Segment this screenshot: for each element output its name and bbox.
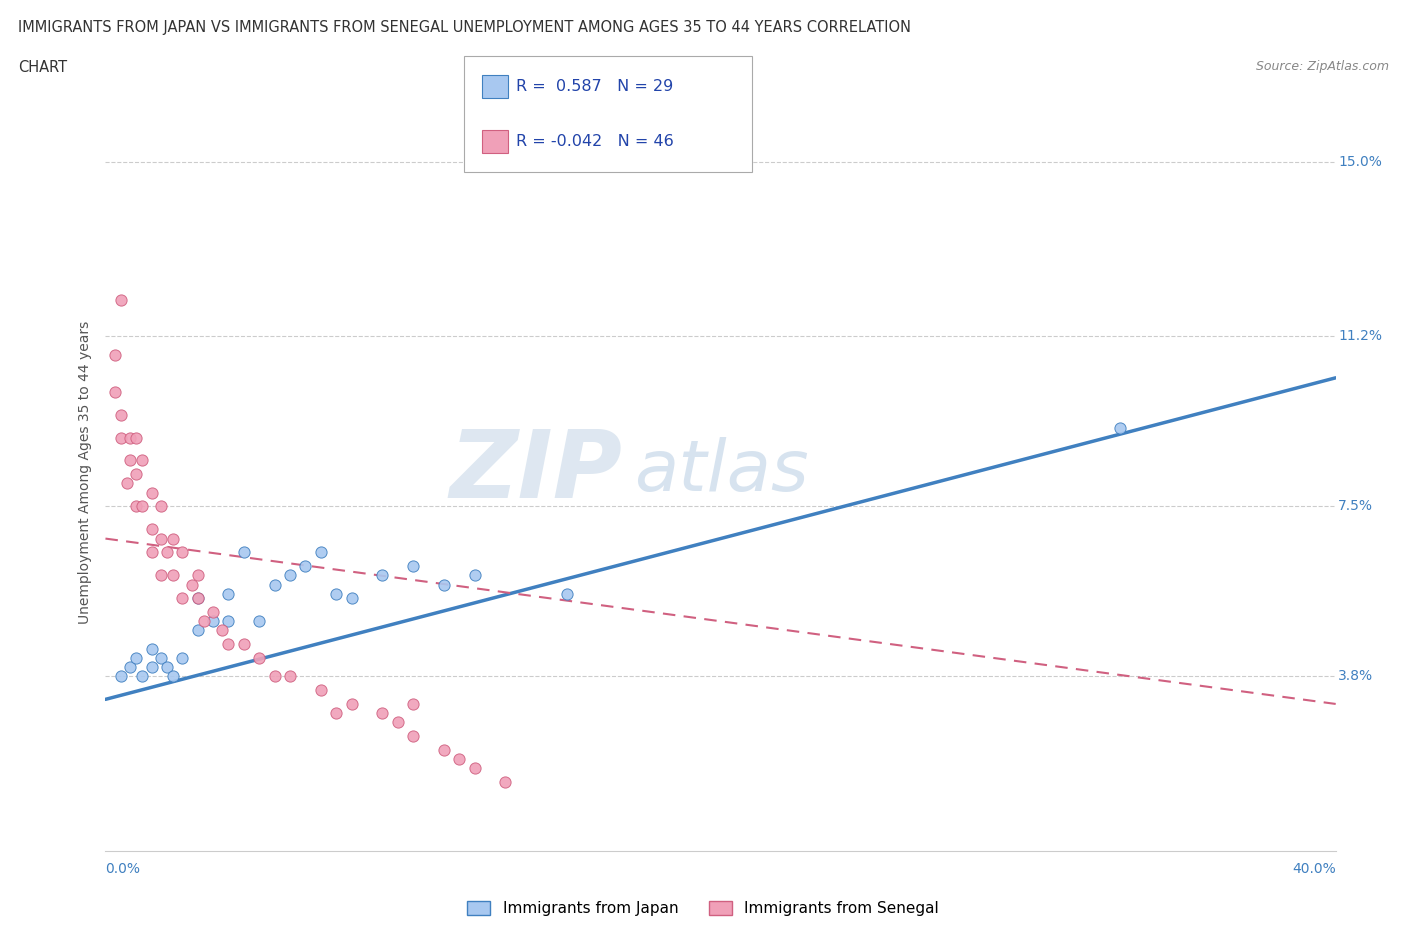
Point xyxy=(125,430,148,445)
Point xyxy=(187,591,209,605)
Point xyxy=(162,669,184,684)
Text: atlas: atlas xyxy=(634,437,808,507)
Point xyxy=(232,545,254,560)
Point xyxy=(294,559,316,574)
Point xyxy=(156,659,179,674)
Point xyxy=(156,545,179,560)
Point xyxy=(371,568,394,583)
Point xyxy=(141,659,163,674)
Point xyxy=(433,742,456,757)
Text: 40.0%: 40.0% xyxy=(1292,862,1336,876)
Legend: Immigrants from Japan, Immigrants from Senegal: Immigrants from Japan, Immigrants from S… xyxy=(461,895,945,923)
Point xyxy=(110,669,132,684)
Point xyxy=(340,591,363,605)
Point xyxy=(325,706,347,721)
Point xyxy=(187,623,209,638)
Point xyxy=(309,683,332,698)
Point xyxy=(141,545,163,560)
Y-axis label: Unemployment Among Ages 35 to 44 years: Unemployment Among Ages 35 to 44 years xyxy=(77,320,91,624)
Point xyxy=(202,604,225,619)
Point xyxy=(110,407,132,422)
Text: R = -0.042   N = 46: R = -0.042 N = 46 xyxy=(516,134,673,149)
Point xyxy=(120,430,141,445)
Point xyxy=(180,578,202,592)
Point xyxy=(263,669,285,684)
Point xyxy=(131,499,153,514)
Point xyxy=(218,614,240,629)
Point xyxy=(387,715,409,730)
Text: IMMIGRANTS FROM JAPAN VS IMMIGRANTS FROM SENEGAL UNEMPLOYMENT AMONG AGES 35 TO 4: IMMIGRANTS FROM JAPAN VS IMMIGRANTS FROM… xyxy=(18,20,911,35)
Text: 3.8%: 3.8% xyxy=(1339,670,1374,684)
Text: CHART: CHART xyxy=(18,60,67,75)
Text: R =  0.587   N = 29: R = 0.587 N = 29 xyxy=(516,79,673,94)
Point xyxy=(464,568,486,583)
Point xyxy=(218,637,240,652)
Point xyxy=(187,568,209,583)
Point xyxy=(125,651,148,666)
Point xyxy=(402,729,425,744)
Point xyxy=(325,586,347,601)
Point xyxy=(402,697,425,711)
Point xyxy=(131,669,153,684)
Text: 11.2%: 11.2% xyxy=(1339,329,1382,343)
Point xyxy=(211,623,233,638)
Point xyxy=(247,651,270,666)
Point xyxy=(172,545,194,560)
Point xyxy=(162,568,184,583)
Point xyxy=(125,499,148,514)
Point xyxy=(1109,421,1132,436)
Point xyxy=(172,591,194,605)
Point xyxy=(340,697,363,711)
Point xyxy=(172,651,194,666)
Point xyxy=(187,591,209,605)
Point xyxy=(494,775,516,790)
Text: Source: ZipAtlas.com: Source: ZipAtlas.com xyxy=(1256,60,1389,73)
Point xyxy=(131,453,153,468)
Point xyxy=(309,545,332,560)
Point xyxy=(104,384,127,399)
Point xyxy=(202,614,225,629)
Point xyxy=(141,522,163,537)
Point xyxy=(149,531,172,546)
Point xyxy=(464,761,486,776)
Point xyxy=(110,430,132,445)
Text: 7.5%: 7.5% xyxy=(1339,499,1374,513)
Point xyxy=(141,642,163,657)
Point xyxy=(263,578,285,592)
Point xyxy=(120,659,141,674)
Point xyxy=(247,614,270,629)
Point xyxy=(433,578,456,592)
Point xyxy=(193,614,215,629)
Point xyxy=(278,568,301,583)
Point xyxy=(125,467,148,482)
Text: 15.0%: 15.0% xyxy=(1339,155,1382,169)
Point xyxy=(115,476,138,491)
Point xyxy=(149,499,172,514)
Point xyxy=(218,586,240,601)
Point xyxy=(110,292,132,307)
Point xyxy=(402,559,425,574)
Point xyxy=(120,453,141,468)
Point xyxy=(149,651,172,666)
Point xyxy=(149,568,172,583)
Point xyxy=(162,531,184,546)
Point xyxy=(449,751,471,766)
Text: 0.0%: 0.0% xyxy=(105,862,141,876)
Point xyxy=(278,669,301,684)
Point xyxy=(555,586,578,601)
Point xyxy=(141,485,163,500)
Point xyxy=(371,706,394,721)
Text: ZIP: ZIP xyxy=(450,426,621,518)
Point xyxy=(104,348,127,363)
Point xyxy=(232,637,254,652)
